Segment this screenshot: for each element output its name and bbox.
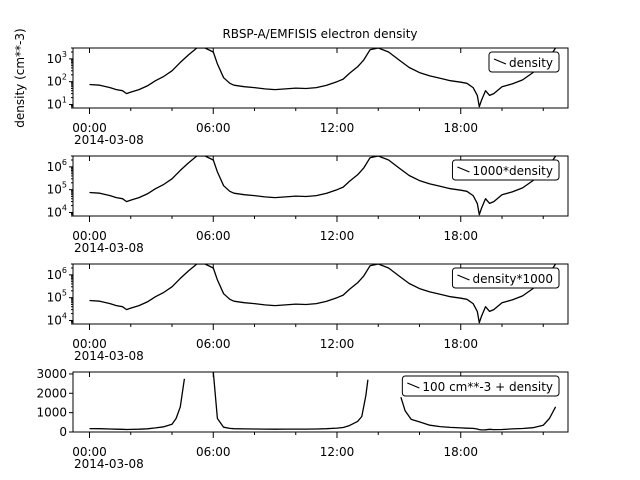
plot-frame [72,263,569,325]
legend-label: density [509,56,553,70]
panel-1: 00:00 06:00 12:00 18:00 2014-03-08 101 102 103 d… [13,28,569,147]
y-tick-label: 101 [47,95,67,111]
y-tick-label: 105 [47,181,67,197]
legend: 1000*density [451,159,560,181]
y-tick-label: 102 [47,73,67,89]
plot-frame [72,155,569,217]
legend-label: 1000*density [472,164,553,178]
legend-box [451,159,560,181]
x-tick-label: 18:00 [443,445,478,459]
legend-swatch [457,166,470,173]
panel-3: 00:00 06:00 12:00 18:00 2014-03-08 104 105 106 d… [47,263,569,363]
legend-box [488,51,560,73]
legend-box [451,267,560,289]
y-axis-label: density (cm**-3) [13,28,27,127]
legend-label: 100 cm**-3 + density [422,380,553,394]
x-date-label: 2014-03-08 [74,457,144,471]
legend-swatch [407,382,420,389]
legend: 100 cm**-3 + density [401,375,560,397]
y-tick-label: 103 [47,50,67,66]
x-tick-label: 00:00 [72,121,107,135]
y-tick-label: 1000 [36,406,67,420]
series-line-2 [212,372,369,430]
panel-4: 00:00 06:00 12:00 18:00 2014-03-08 0 1000 2000 3… [36,367,569,471]
x-tick-label: 00:00 [72,229,107,243]
legend: density*1000 [451,267,560,289]
x-tick-label: 06:00 [196,121,231,135]
x-tick-label: 12:00 [320,229,355,243]
x-tick-label: 00:00 [72,337,107,351]
series-line-3 [400,397,557,431]
y-tick-label: 0 [59,425,67,439]
x-tick-label: 12:00 [320,445,355,459]
legend-box [401,375,560,397]
legend-label: density*1000 [472,272,553,286]
x-tick-label: 18:00 [443,121,478,135]
panel-2: 00:00 06:00 12:00 18:00 2014-03-08 104 105 106 1… [47,155,569,255]
x-date-label: 2014-03-08 [74,241,144,255]
x-date-label: 2014-03-08 [74,349,144,363]
y-tick-label: 106 [47,158,67,174]
legend-swatch [457,274,470,281]
x-tick-label: 12:00 [320,121,355,135]
x-tick-label: 18:00 [443,337,478,351]
legend: density [488,51,560,73]
plot-frame [72,47,569,109]
y-tick-label: 106 [47,266,67,282]
figure-title: RBSP-A/EMFISIS electron density [222,27,417,41]
x-date-label: 2014-03-08 [74,133,144,147]
series-line-1 [89,156,557,216]
panels: 00:00 06:00 12:00 18:00 2014-03-08 101 102 103 d… [13,28,569,471]
series-line-1 [89,48,557,108]
y-tick-label: 104 [47,311,67,327]
x-tick-label: 12:00 [320,337,355,351]
x-tick-label: 00:00 [72,445,107,459]
y-tick-label: 105 [47,289,67,305]
series-line-1 [89,378,186,431]
x-tick-label: 06:00 [196,229,231,243]
y-tick-label: 2000 [36,386,67,400]
plot-frame [72,371,569,433]
x-tick-label: 18:00 [443,229,478,243]
series-line-1 [89,264,557,324]
x-tick-label: 06:00 [196,445,231,459]
y-tick-label: 104 [47,203,67,219]
x-tick-label: 06:00 [196,337,231,351]
y-tick-label: 3000 [36,367,67,381]
legend-swatch [493,58,507,65]
